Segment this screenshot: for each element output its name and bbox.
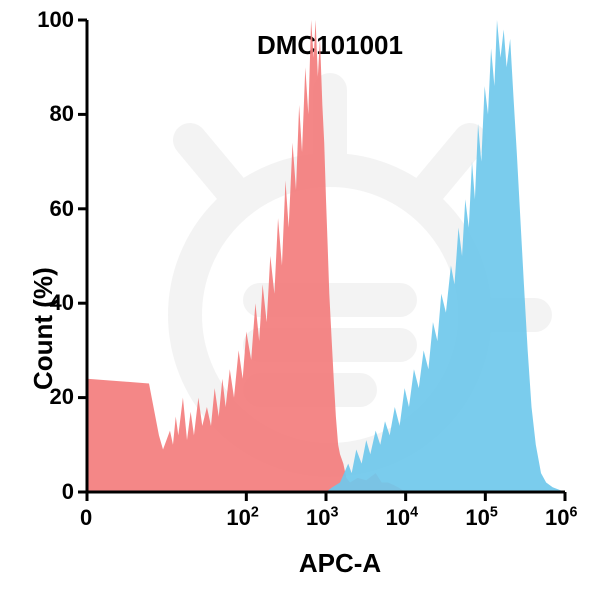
x-tick-label: 104 [386, 505, 418, 531]
series-sample [326, 20, 565, 492]
y-tick-label: 60 [50, 196, 74, 222]
x-tick-label: 102 [226, 505, 258, 531]
x-tick-label: 106 [545, 505, 577, 531]
y-tick-label: 40 [50, 290, 74, 316]
series-control [87, 20, 406, 492]
y-tick-label: 0 [62, 479, 74, 505]
x-tick-label: 0 [80, 505, 92, 531]
x-tick-label: 103 [306, 505, 338, 531]
y-tick-label: 20 [50, 384, 74, 410]
y-tick-label: 80 [50, 101, 74, 127]
x-tick-label: 105 [465, 505, 497, 531]
y-tick-label: 100 [37, 7, 74, 33]
flow-cytometry-histogram: Count (%) APC-A DMC101001 02040608010001… [0, 0, 591, 593]
